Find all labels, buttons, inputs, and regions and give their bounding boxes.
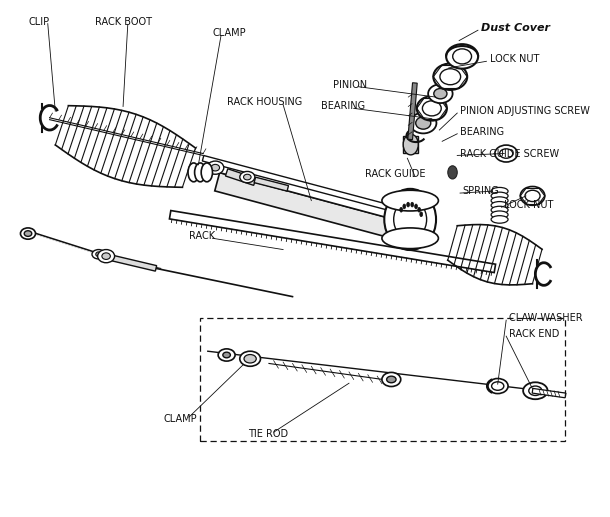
Ellipse shape [102,253,110,260]
Ellipse shape [520,187,545,205]
Ellipse shape [96,252,101,256]
Ellipse shape [491,192,508,200]
Ellipse shape [492,382,504,390]
Text: LOCK NUT: LOCK NUT [490,54,540,65]
Text: RACK GUIDE SCREW: RACK GUIDE SCREW [460,148,559,159]
Text: TIE ROD: TIE ROD [248,429,289,439]
Text: RACK END: RACK END [509,329,559,339]
Ellipse shape [495,145,517,162]
Text: PINION ADJUSTING SCREW: PINION ADJUSTING SCREW [460,106,590,116]
Ellipse shape [218,349,235,361]
Ellipse shape [195,163,206,182]
Ellipse shape [422,101,441,116]
Ellipse shape [201,163,212,182]
Ellipse shape [491,211,508,219]
Ellipse shape [491,206,508,214]
Ellipse shape [21,228,35,239]
Text: RACK BOOT: RACK BOOT [95,17,152,27]
Text: BEARING: BEARING [460,127,504,137]
Ellipse shape [417,96,447,120]
Ellipse shape [428,84,453,103]
Polygon shape [408,83,417,140]
Ellipse shape [453,49,472,64]
Ellipse shape [440,69,461,85]
Polygon shape [170,210,495,272]
Ellipse shape [410,113,436,133]
Ellipse shape [491,202,508,209]
Text: RACK GUIDE: RACK GUIDE [365,169,426,179]
Polygon shape [254,177,289,191]
Ellipse shape [207,161,224,174]
Ellipse shape [382,228,439,249]
Polygon shape [226,169,256,186]
Text: BEARING: BEARING [321,101,365,112]
Ellipse shape [188,163,199,182]
Ellipse shape [525,190,540,202]
Ellipse shape [416,117,431,129]
Ellipse shape [92,250,105,259]
Text: LOCK NUT: LOCK NUT [504,200,554,210]
Ellipse shape [24,231,32,236]
Ellipse shape [500,149,513,158]
Ellipse shape [240,351,260,366]
Ellipse shape [523,382,548,399]
Ellipse shape [403,134,418,155]
Ellipse shape [387,376,396,383]
Polygon shape [203,156,406,215]
Ellipse shape [433,64,467,90]
Ellipse shape [382,372,401,387]
Ellipse shape [448,166,458,179]
Text: RACK: RACK [189,232,215,241]
Text: SPRING: SPRING [462,186,499,196]
Ellipse shape [415,204,417,209]
Ellipse shape [243,174,251,180]
Ellipse shape [491,216,508,223]
Ellipse shape [223,352,231,358]
Ellipse shape [420,212,423,217]
Ellipse shape [487,378,508,393]
Ellipse shape [98,250,115,263]
Ellipse shape [491,197,508,204]
Polygon shape [215,173,412,242]
Ellipse shape [393,200,426,239]
Text: PINION: PINION [333,80,367,90]
Ellipse shape [384,189,436,250]
Text: Dust Cover: Dust Cover [481,23,550,34]
Text: CLIP: CLIP [29,17,50,27]
Polygon shape [403,136,418,153]
Ellipse shape [211,164,220,171]
Ellipse shape [434,88,447,99]
Text: CLAMP: CLAMP [163,414,197,424]
Text: RACK HOUSING: RACK HOUSING [226,97,302,107]
Ellipse shape [407,202,409,207]
Ellipse shape [400,207,403,212]
Ellipse shape [529,386,542,396]
Polygon shape [104,253,157,271]
Ellipse shape [491,188,508,195]
Text: CLAMP: CLAMP [212,28,246,38]
Text: CLAW WASHER: CLAW WASHER [509,313,583,323]
Ellipse shape [240,172,255,183]
Ellipse shape [244,355,256,363]
Ellipse shape [403,204,406,209]
Ellipse shape [382,190,439,211]
Ellipse shape [411,202,414,207]
Ellipse shape [418,207,420,212]
Polygon shape [532,388,566,398]
Bar [200,318,565,440]
Ellipse shape [446,44,478,69]
